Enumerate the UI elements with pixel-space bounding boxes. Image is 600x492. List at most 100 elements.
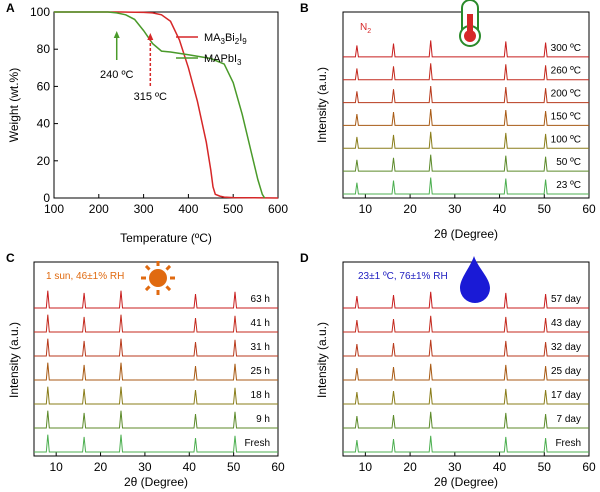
xrd-trace-label: 41 h: [251, 318, 270, 329]
panel-d-ylabel: Intensity (a.u.): [315, 322, 329, 398]
xrd-trace-label: 17 day: [551, 390, 581, 401]
xrd-trace-label: 31 h: [251, 342, 270, 353]
xrd-xtick-label: 60: [582, 202, 596, 216]
xrd-xtick-label: 40: [183, 460, 197, 474]
xrd-trace-label: 50 ºC: [556, 157, 581, 168]
xrd-trace-label: 57 day: [551, 294, 581, 305]
panel-a-tga-chart: 100 200 300 400 500 600 0 20 40 60 80 100 240 ºC315…: [7, 5, 288, 245]
xrd-trace-label: 260 ºC: [551, 66, 581, 77]
xrd-xtick-label: 30: [448, 460, 462, 474]
xrd-trace: [343, 131, 589, 149]
xrd-trace-label: 43 day: [551, 318, 581, 329]
panel-a-ytick-label: 80: [37, 42, 51, 56]
xrd-trace-label: 23 ºC: [556, 180, 581, 191]
panel-letter-d: D: [300, 251, 309, 265]
xrd-xtick-label: 10: [359, 460, 373, 474]
xrd-trace: [34, 410, 278, 429]
xrd-xtick-label: 20: [94, 460, 108, 474]
panel-letter-c: C: [6, 251, 15, 265]
xrd-trace: [343, 339, 589, 357]
panel-a-xtick-label: 300: [134, 202, 154, 216]
xrd-xtick-label: 30: [448, 202, 462, 216]
panel-a-ytick-label: 60: [37, 79, 51, 93]
panel-a-series-line-0: [54, 11, 279, 199]
xrd-trace: [34, 290, 278, 309]
xrd-trace-label: 18 h: [251, 390, 270, 401]
xrd-trace-label: Fresh: [244, 438, 270, 449]
xrd-trace-label: Fresh: [555, 438, 581, 449]
panel-a-xtick-label: 400: [178, 202, 198, 216]
panel-a-ytick-label: 0: [43, 191, 50, 205]
xrd-trace: [343, 387, 589, 405]
annotation-arrowhead-240: [113, 31, 120, 38]
xrd-trace: [343, 177, 589, 195]
panel-b-condition: N2: [360, 22, 371, 35]
annotation-label-315: 315 ºC: [134, 91, 167, 103]
xrd-xtick-label: 30: [138, 460, 152, 474]
xrd-trace: [34, 386, 278, 405]
xrd-xtick-label: 60: [271, 460, 285, 474]
panel-d-xlabel: 2θ (Degree): [434, 475, 498, 489]
panel-c-xlabel: 2θ (Degree): [124, 475, 188, 489]
panel-a-xtick-label: 500: [223, 202, 243, 216]
annotation-arrowhead-315: [147, 33, 154, 40]
xrd-xtick-label: 50: [538, 460, 552, 474]
xrd-trace-label: 200 ºC: [551, 89, 581, 100]
xrd-trace: [34, 314, 278, 333]
panel-a-ylabel: Weight (wt.%): [7, 68, 21, 142]
panel-a-ytick-label: 40: [37, 117, 51, 131]
panel-d-plot-frame: [342, 261, 590, 457]
xrd-trace: [343, 435, 589, 453]
xrd-xtick-label: 10: [359, 202, 373, 216]
xrd-xtick-label: 10: [50, 460, 64, 474]
xrd-trace: [343, 291, 589, 309]
sun-icon: [141, 261, 175, 295]
xrd-trace-label: 7 day: [557, 414, 581, 425]
xrd-trace-label: 9 h: [256, 414, 270, 425]
xrd-xtick-label: 50: [538, 202, 552, 216]
xrd-xtick-label: 50: [227, 460, 241, 474]
panel-a-plot-frame: [53, 11, 279, 199]
panel-a-xlabel: Temperature (ºC): [120, 231, 212, 245]
xrd-trace-label: 32 day: [551, 342, 581, 353]
panel-a-ytick-label: 100: [30, 5, 50, 19]
panel-b-ylabel: Intensity (a.u.): [315, 67, 329, 143]
legend-label-ma3bi2i9: MA3Bi2I9: [204, 32, 247, 46]
thermometer-icon: [459, 0, 481, 47]
xrd-trace-label: 100 ºC: [551, 134, 581, 145]
panel-letter-b: B: [300, 1, 309, 15]
xrd-xtick-label: 20: [403, 460, 417, 474]
panel-d-condition: 23±1 ºC, 76±1% RH: [358, 271, 448, 282]
xrd-trace-label: 300 ºC: [551, 43, 581, 54]
panel-a-xtick-label: 200: [89, 202, 109, 216]
xrd-trace: [343, 108, 589, 126]
xrd-trace: [343, 154, 589, 172]
xrd-trace-label: 150 ºC: [551, 111, 581, 122]
xrd-trace: [34, 338, 278, 357]
water-drop-icon: [460, 256, 490, 303]
xrd-trace-label: 63 h: [251, 294, 270, 305]
xrd-xtick-label: 40: [493, 460, 507, 474]
annotation-label-240: 240 ºC: [100, 69, 133, 81]
xrd-trace: [343, 315, 589, 333]
xrd-trace-label: 25 h: [251, 366, 270, 377]
xrd-xtick-label: 60: [582, 460, 596, 474]
xrd-trace: [343, 86, 589, 104]
panel-a-xtick-label: 600: [268, 202, 288, 216]
panel-b-xlabel: 2θ (Degree): [434, 227, 498, 241]
panel-letter-a: A: [6, 1, 15, 15]
panel-a-xtick-label: 100: [44, 202, 64, 216]
xrd-xtick-label: 20: [403, 202, 417, 216]
xrd-trace: [34, 434, 278, 453]
panel-a-ticks: 100 200 300 400 500 600 0 20 40 60 80 100: [30, 5, 288, 216]
xrd-trace: [343, 63, 589, 81]
panel-a-series-line-1: [54, 11, 266, 199]
xrd-trace: [343, 363, 589, 381]
